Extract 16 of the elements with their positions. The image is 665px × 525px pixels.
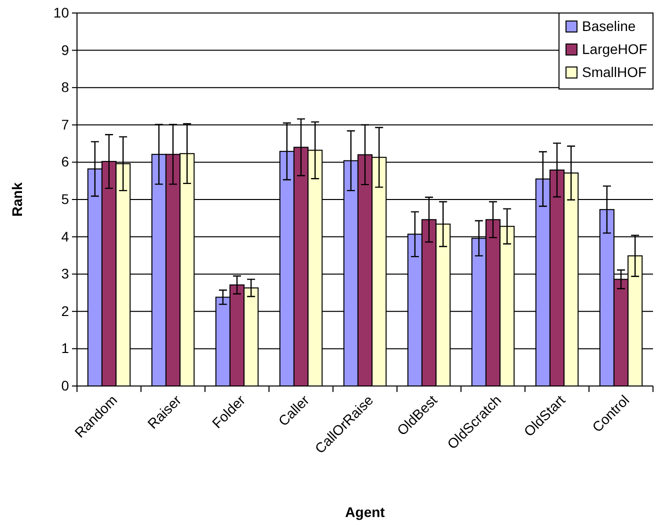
y-axis-title: Rank: [9, 182, 25, 217]
y-tick-label: 2: [61, 302, 70, 319]
y-tick-label: 10: [53, 4, 70, 20]
y-tick-label: 8: [61, 79, 70, 96]
y-tick-label: 0: [61, 377, 70, 394]
y-tick-label: 5: [61, 190, 70, 207]
y-tick-label: 3: [61, 266, 70, 282]
legend-label: LargeHOF: [582, 41, 648, 57]
legend-label: Baseline: [582, 18, 636, 34]
x-axis-title: Agent: [345, 504, 386, 520]
y-tick-label: 4: [61, 228, 70, 244]
y-tick-label: 6: [61, 154, 70, 170]
y-tick-label: 9: [61, 42, 70, 58]
y-tick-label: 1: [61, 340, 70, 356]
y-tick-label: 7: [61, 116, 70, 132]
legend-label: SmallHOF: [582, 64, 647, 80]
